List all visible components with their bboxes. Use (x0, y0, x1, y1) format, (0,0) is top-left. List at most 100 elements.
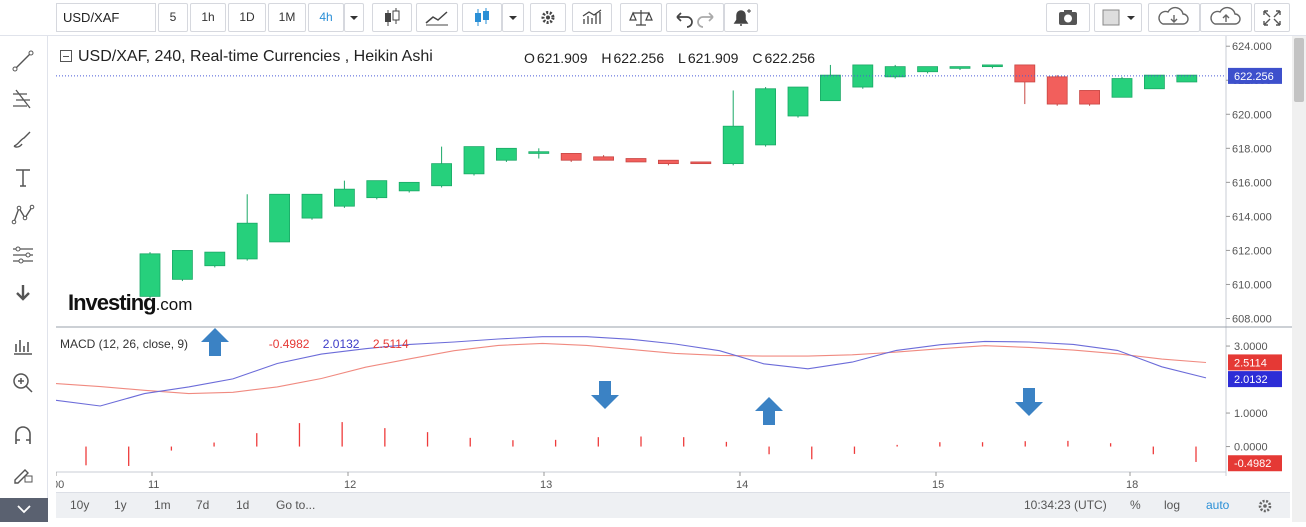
range-10y[interactable]: 10y (70, 498, 90, 512)
candle-body (269, 193, 291, 243)
legend-collapse-icon[interactable] (60, 50, 72, 62)
interval-5[interactable]: 5 (158, 3, 188, 32)
color-theme-dropdown[interactable] (1094, 3, 1142, 32)
macd-last-label: 2.0132 (1234, 374, 1268, 386)
percent-toggle[interactable]: % (1130, 498, 1141, 512)
candle-body (560, 153, 582, 161)
candle-body (1079, 90, 1100, 105)
candle-body (884, 66, 906, 78)
price-tick-label: 618.000 (1232, 143, 1272, 155)
text-icon[interactable] (8, 162, 38, 192)
candle-body (528, 151, 550, 154)
investing-logo: Investing.com (68, 290, 192, 316)
goto-button[interactable]: Go to... (276, 498, 316, 512)
arrow-down-icon (1015, 388, 1043, 416)
candle-body (1176, 74, 1198, 83)
time-tick-label: 18 (1126, 479, 1138, 490)
measure-icon[interactable] (8, 240, 38, 270)
range-1y[interactable]: 1y (114, 498, 127, 512)
macd-signal-value: 2.5114 (372, 337, 409, 351)
time-tick-label: 11 (148, 479, 159, 490)
zoom-icon[interactable] (8, 368, 38, 398)
price-tick-label: 624.000 (1232, 41, 1272, 53)
macd-hist-value: -0.4982 (268, 337, 310, 351)
compare-button[interactable] (620, 3, 662, 32)
candle-body (301, 193, 323, 219)
candle-body (690, 161, 712, 165)
price-tick-label: 610.000 (1232, 279, 1272, 291)
chart-title: USD/XAF, 240, Real-time Currencies , Hei… (78, 48, 433, 65)
macd-signal-line (56, 342, 1207, 395)
chart-type-heikin-button[interactable] (462, 3, 502, 32)
candle-body (236, 222, 258, 260)
macd-name: MACD (12, 26, close, 9) (60, 337, 189, 351)
interval-1m[interactable]: 1M (268, 3, 306, 32)
macd-tick-label: 1.0000 (1234, 408, 1268, 420)
fullscreen-button[interactable] (1254, 3, 1290, 32)
bottom-toolbar: 10y 1y 1m 7d 1d Go to... 10:34:23 (UTC) … (56, 492, 1290, 518)
high-label: H (601, 50, 612, 66)
range-7d[interactable]: 7d (196, 498, 210, 512)
arrow-down-icon[interactable] (8, 278, 38, 308)
range-1m[interactable]: 1m (154, 498, 171, 512)
save-chart-button[interactable] (1200, 3, 1252, 32)
chart-type-area-button[interactable] (416, 3, 458, 32)
vertical-scrollbar[interactable] (1292, 36, 1306, 522)
range-1d[interactable]: 1d (236, 498, 250, 512)
annotation-arrows (201, 328, 1043, 425)
interval-dropdown[interactable] (344, 3, 364, 32)
auto-toggle[interactable]: auto (1206, 498, 1230, 512)
pattern-icon[interactable] (8, 200, 38, 230)
magnet-icon[interactable] (8, 420, 38, 450)
candle-body (139, 253, 161, 297)
chart-area[interactable]: 624.000622.000620.000618.000616.000614.0… (56, 36, 1292, 490)
settings-button[interactable] (530, 3, 566, 32)
trendline-icon[interactable] (8, 46, 38, 76)
candle-body (820, 74, 841, 102)
symbol-search-input[interactable]: USD/XAF (56, 3, 156, 32)
candle-body (982, 64, 1003, 68)
macd-value: 2.0132 (322, 337, 360, 351)
price-tick-label: 614.000 (1232, 211, 1272, 223)
snapshot-button[interactable] (1046, 3, 1090, 32)
candle-body (917, 66, 938, 73)
log-toggle[interactable]: log (1164, 498, 1181, 512)
alert-button[interactable] (724, 3, 758, 32)
candle-body (722, 125, 744, 165)
indicators-button[interactable] (572, 3, 612, 32)
scrollbar-thumb[interactable] (1294, 38, 1304, 102)
interval-1h[interactable]: 1h (190, 3, 226, 32)
macd-last-tag (1228, 371, 1282, 388)
time-tick-label: 14 (736, 479, 748, 490)
last-price-tag (1228, 67, 1282, 84)
candle-body (1014, 64, 1036, 83)
open-value: 621.909 (536, 50, 588, 66)
macd-tick-label: 3.0000 (1234, 341, 1268, 353)
macd-tick-label: 0.0000 (1234, 442, 1268, 454)
high-value: 622.256 (613, 50, 665, 66)
candle-body (431, 163, 453, 187)
undo-redo-group (666, 3, 724, 32)
interval-1d[interactable]: 1D (228, 3, 266, 32)
candle-body (755, 88, 776, 146)
chart-type-dropdown[interactable] (502, 3, 524, 32)
gear-icon[interactable] (1256, 497, 1274, 515)
ohlc-values: O 621.909 H 622.256 L 621.909 C 622.256 (524, 50, 825, 66)
candle-body (625, 158, 647, 163)
interval-4h[interactable]: 4h (308, 3, 344, 32)
brush-icon[interactable] (8, 124, 38, 154)
close-value: 622.256 (764, 50, 816, 66)
load-chart-button[interactable] (1148, 3, 1200, 32)
macd-axis: 3.0000 1.0000 0.0000 2.5114 2.0132 -0.4982 (1226, 341, 1282, 472)
candle-body (1144, 74, 1165, 90)
fib-icon[interactable] (8, 84, 38, 114)
collapse-toolbar-button[interactable] (0, 498, 48, 522)
camera-icon (1059, 10, 1077, 25)
price-tick-label: 620.000 (1232, 109, 1272, 121)
cloud-download-icon (1158, 6, 1189, 25)
indicators-icon[interactable] (8, 330, 38, 360)
arrow-up-icon (201, 328, 229, 356)
lock-edit-icon[interactable] (8, 458, 38, 488)
undo-icon[interactable] (667, 4, 723, 31)
chart-type-candles-button[interactable] (372, 3, 412, 32)
